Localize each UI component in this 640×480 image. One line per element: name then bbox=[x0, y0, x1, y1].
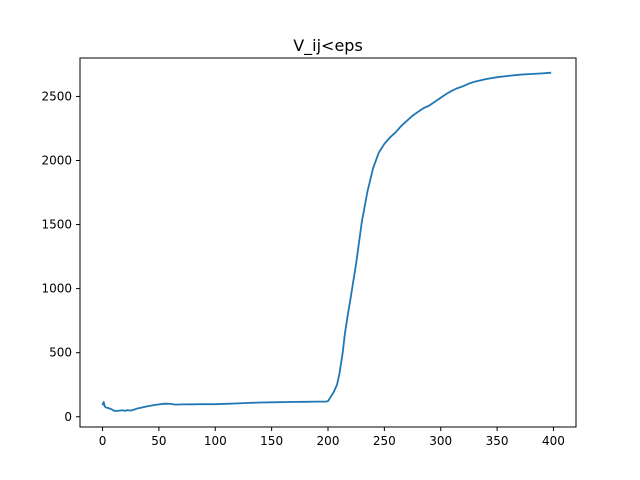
plot-area-frame bbox=[79, 57, 577, 428]
y-tick-label: 1000 bbox=[41, 282, 72, 296]
y-tick-label: 2000 bbox=[41, 154, 72, 168]
x-tick-label: 200 bbox=[317, 434, 340, 448]
y-tick-label: 1500 bbox=[41, 218, 72, 232]
y-axis-ticks: 0 500 1000 1500 2000 2500 bbox=[41, 89, 80, 424]
x-tick-label: 350 bbox=[486, 434, 509, 448]
x-axis-ticks: 0 50 100 150 200 250 300 350 400 bbox=[99, 427, 565, 448]
chart-title: V_ij<eps bbox=[293, 36, 363, 56]
series-line bbox=[101, 71, 552, 412]
x-tick-label: 150 bbox=[260, 434, 283, 448]
x-tick-label: 400 bbox=[542, 434, 565, 448]
x-tick-label: 250 bbox=[373, 434, 396, 448]
y-tick-label: 2500 bbox=[41, 89, 72, 103]
y-tick-label: 0 bbox=[64, 410, 72, 424]
x-tick-label: 50 bbox=[151, 434, 166, 448]
x-tick-label: 300 bbox=[429, 434, 452, 448]
x-tick-label: 0 bbox=[99, 434, 107, 448]
y-tick-label: 500 bbox=[49, 346, 72, 360]
x-tick-label: 100 bbox=[204, 434, 227, 448]
